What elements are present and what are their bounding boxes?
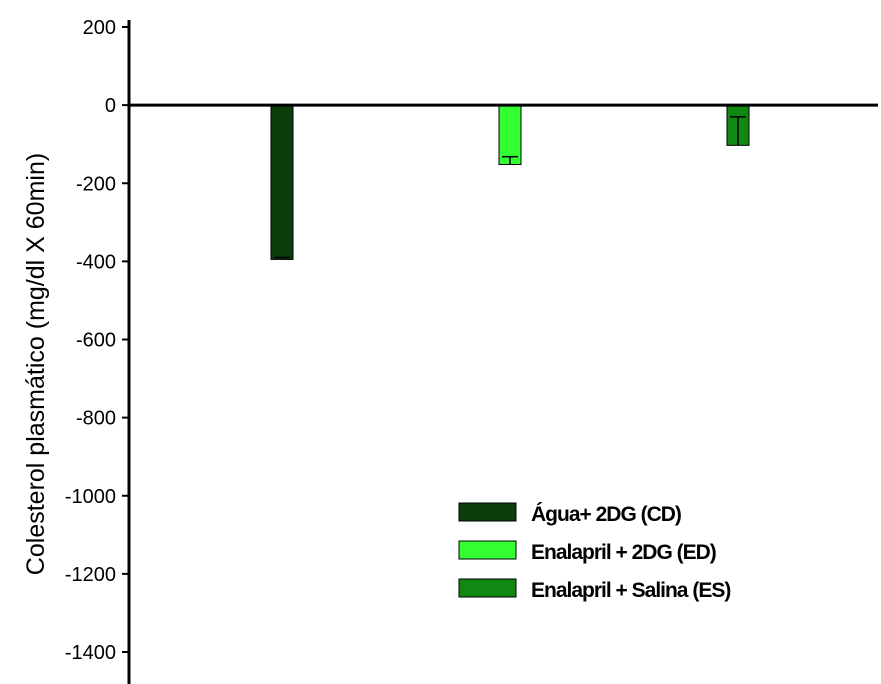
legend-swatch [458, 540, 517, 560]
legend-item: Enalapril + 2DG (ED) [458, 540, 717, 564]
bar [498, 104, 522, 165]
bars-group [270, 104, 750, 260]
y-tick-label: 0 [105, 95, 116, 117]
y-axis: 200 0 -200 -400 -600 -800 -1000 -1200 -1400 [65, 17, 131, 684]
legend-swatch [458, 502, 517, 522]
y-tick-label: -1400 [65, 642, 116, 664]
y-tick-label: -1000 [65, 486, 116, 508]
legend: Água+ 2DG (CD) Enalapril + 2DG (ED) Enalap… [458, 502, 731, 602]
legend-item: Enalapril + Salina (ES) [458, 578, 731, 602]
y-tick-label: -600 [76, 330, 116, 352]
bar-group [498, 104, 522, 165]
y-tick-label: 200 [83, 17, 116, 39]
bar-group [726, 104, 750, 146]
y-tick-label: -200 [76, 173, 116, 195]
y-axis-title: Colesterol plasmático (mg/dl X 60min) [22, 153, 50, 575]
bar-group [270, 104, 294, 260]
legend-swatch [458, 578, 517, 598]
legend-item: Água+ 2DG (CD) [458, 502, 682, 526]
legend-label: Água+ 2DG (CD) [531, 503, 681, 526]
legend-label: Enalapril + 2DG (ED) [531, 541, 716, 564]
legend-label: Enalapril + Salina (ES) [531, 579, 730, 602]
y-tick-label: -800 [76, 408, 116, 430]
bar [270, 104, 294, 260]
y-tick-label: -400 [76, 251, 116, 273]
y-tick-label: -1200 [65, 564, 116, 586]
